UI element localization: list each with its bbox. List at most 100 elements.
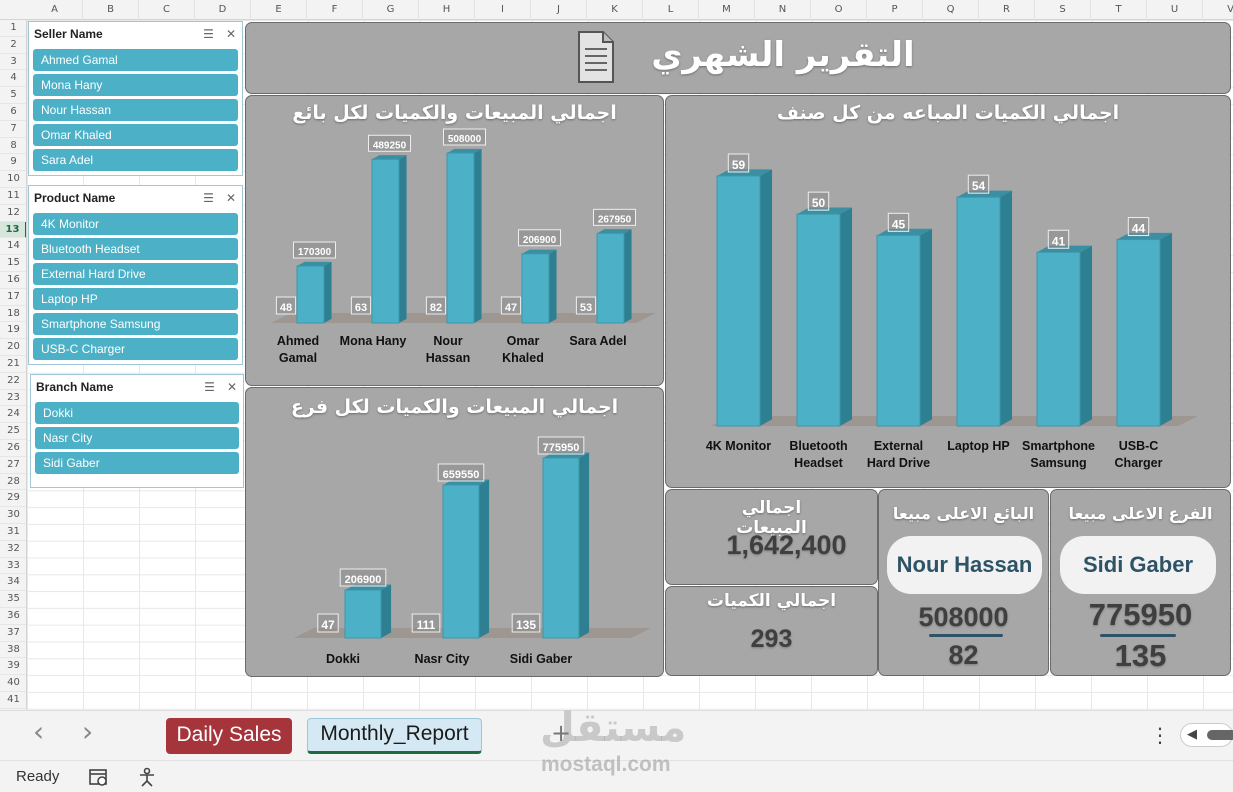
column-header-I[interactable]: I bbox=[475, 0, 531, 20]
branch-item-nasr-city[interactable]: Nasr City bbox=[35, 427, 239, 449]
branch-slicer[interactable]: Branch Name ☰ ✕ Dokki Nasr City Sidi Gaber bbox=[30, 374, 244, 488]
sellers-chart-panel[interactable]: اجمالي المبيعات والكميات لكل بائع 170300… bbox=[245, 95, 664, 386]
row-header-17[interactable]: 17 bbox=[0, 289, 26, 306]
row-header-1[interactable]: 1 bbox=[0, 20, 26, 37]
product-slicer[interactable]: Product Name ☰ ✕ 4K Monitor Bluetooth Head… bbox=[28, 185, 243, 365]
column-header-E[interactable]: E bbox=[251, 0, 307, 20]
column-header-B[interactable]: B bbox=[83, 0, 139, 20]
row-header-36[interactable]: 36 bbox=[0, 608, 26, 625]
row-header-5[interactable]: 5 bbox=[0, 87, 26, 104]
row-header-27[interactable]: 27 bbox=[0, 457, 26, 474]
seller-item-omar-khaled[interactable]: Omar Khaled bbox=[33, 124, 238, 146]
column-header-O[interactable]: O bbox=[811, 0, 867, 20]
tab-monthly-report[interactable]: Monthly_Report bbox=[307, 718, 482, 754]
column-header-R[interactable]: R bbox=[979, 0, 1035, 20]
row-header-13[interactable]: 13 bbox=[0, 221, 26, 239]
branch-item-dokki[interactable]: Dokki bbox=[35, 402, 239, 424]
column-header-P[interactable]: P bbox=[867, 0, 923, 20]
row-header-35[interactable]: 35 bbox=[0, 591, 26, 608]
scroll-left-icon[interactable]: ◀ bbox=[1187, 727, 1197, 742]
product-item-usb-c-charger[interactable]: USB-C Charger bbox=[33, 338, 238, 360]
row-header-24[interactable]: 24 bbox=[0, 406, 26, 424]
multi-select-icon[interactable]: ☰ bbox=[203, 191, 214, 205]
branches-chart-panel[interactable]: اجمالي المبيعات والكميات لكل فرع 206900 4… bbox=[245, 387, 664, 677]
row-header-33[interactable]: 33 bbox=[0, 558, 26, 575]
row-header-9[interactable]: 9 bbox=[0, 154, 26, 172]
seller-item-sara-adel[interactable]: Sara Adel bbox=[33, 149, 238, 171]
row-header-3[interactable]: 3 bbox=[0, 54, 26, 71]
clear-filter-icon[interactable]: ✕ bbox=[225, 27, 236, 41]
row-header-40[interactable]: 40 bbox=[0, 675, 26, 692]
add-sheet-icon[interactable]: + bbox=[551, 719, 572, 747]
row-header-32[interactable]: 32 bbox=[0, 541, 26, 558]
seller-slicer[interactable]: Seller Name ☰ ✕ Ahmed Gamal Mona Hany Nour … bbox=[28, 21, 243, 176]
scroll-thumb[interactable] bbox=[1207, 730, 1233, 740]
row-header-22[interactable]: 22 bbox=[0, 373, 26, 390]
row-header-38[interactable]: 38 bbox=[0, 642, 26, 659]
more-options-icon[interactable]: ⋮ bbox=[1150, 723, 1170, 747]
column-header-K[interactable]: K bbox=[587, 0, 643, 20]
row-header-4[interactable]: 4 bbox=[0, 70, 26, 88]
column-header-T[interactable]: T bbox=[1091, 0, 1147, 20]
row-header-12[interactable]: 12 bbox=[0, 205, 26, 222]
column-header-V[interactable]: V bbox=[1203, 0, 1233, 20]
column-header-A[interactable]: A bbox=[27, 0, 83, 20]
clear-filter-icon[interactable]: ✕ bbox=[225, 191, 236, 205]
row-header-34[interactable]: 34 bbox=[0, 574, 26, 592]
seller-item-mona-hany[interactable]: Mona Hany bbox=[33, 74, 238, 96]
row-header-19[interactable]: 19 bbox=[0, 322, 26, 340]
products-chart-panel[interactable]: اجمالي الكميات المباعه من كل صنف 59 4K Mo… bbox=[665, 95, 1231, 488]
product-item-4k-monitor[interactable]: 4K Monitor bbox=[33, 213, 238, 235]
tab-daily-sales[interactable]: Daily Sales bbox=[166, 718, 292, 754]
row-header-11[interactable]: 11 bbox=[0, 188, 26, 205]
macro-record-icon[interactable] bbox=[136, 766, 158, 788]
row-header-26[interactable]: 26 bbox=[0, 440, 26, 457]
clear-filter-icon[interactable]: ✕ bbox=[226, 380, 237, 394]
column-header-S[interactable]: S bbox=[1035, 0, 1091, 20]
column-header-N[interactable]: N bbox=[755, 0, 811, 20]
row-header-23[interactable]: 23 bbox=[0, 390, 26, 407]
row-header-37[interactable]: 37 bbox=[0, 625, 26, 642]
next-sheet-icon[interactable]: › bbox=[82, 715, 94, 748]
column-header-H[interactable]: H bbox=[419, 0, 475, 20]
row-header-28[interactable]: 28 bbox=[0, 474, 26, 491]
column-header-C[interactable]: C bbox=[139, 0, 195, 20]
product-item-smartphone-samsung[interactable]: Smartphone Samsung bbox=[33, 313, 238, 335]
row-header-15[interactable]: 15 bbox=[0, 255, 26, 272]
row-header-20[interactable]: 20 bbox=[0, 339, 26, 356]
accessibility-icon[interactable] bbox=[88, 768, 110, 788]
row-header-10[interactable]: 10 bbox=[0, 171, 26, 188]
row-header-6[interactable]: 6 bbox=[0, 104, 26, 121]
row-header-2[interactable]: 2 bbox=[0, 37, 26, 54]
column-header-G[interactable]: G bbox=[363, 0, 419, 20]
seller-item-ahmed-gamal[interactable]: Ahmed Gamal bbox=[33, 49, 238, 71]
column-header-L[interactable]: L bbox=[643, 0, 699, 20]
row-header-21[interactable]: 21 bbox=[0, 356, 26, 373]
row-header-30[interactable]: 30 bbox=[0, 507, 26, 524]
column-header-Q[interactable]: Q bbox=[923, 0, 979, 20]
column-header-U[interactable]: U bbox=[1147, 0, 1203, 20]
row-header-41[interactable]: 41 bbox=[0, 692, 26, 709]
row-header-8[interactable]: 8 bbox=[0, 138, 26, 155]
row-header-7[interactable]: 7 bbox=[0, 121, 26, 138]
column-header-F[interactable]: F bbox=[307, 0, 363, 20]
row-header-14[interactable]: 14 bbox=[0, 238, 26, 256]
column-header-D[interactable]: D bbox=[195, 0, 251, 20]
row-header-39[interactable]: 39 bbox=[0, 658, 26, 676]
row-header-16[interactable]: 16 bbox=[0, 272, 26, 289]
column-header-M[interactable]: M bbox=[699, 0, 755, 20]
row-header-31[interactable]: 31 bbox=[0, 524, 26, 541]
product-item-laptop-hp[interactable]: Laptop HP bbox=[33, 288, 238, 310]
multi-select-icon[interactable]: ☰ bbox=[203, 27, 214, 41]
branch-item-sidi-gaber[interactable]: Sidi Gaber bbox=[35, 452, 239, 474]
row-header-25[interactable]: 25 bbox=[0, 423, 26, 440]
product-item-bluetooth-headset[interactable]: Bluetooth Headset bbox=[33, 238, 238, 260]
product-item-external-hard-drive[interactable]: External Hard Drive bbox=[33, 263, 238, 285]
row-header-29[interactable]: 29 bbox=[0, 490, 26, 508]
multi-select-icon[interactable]: ☰ bbox=[204, 380, 215, 394]
prev-sheet-icon[interactable]: ‹ bbox=[33, 715, 45, 748]
row-header-18[interactable]: 18 bbox=[0, 306, 26, 323]
column-header-J[interactable]: J bbox=[531, 0, 587, 20]
seller-item-nour-hassan[interactable]: Nour Hassan bbox=[33, 99, 238, 121]
horizontal-scrollbar[interactable]: ◀ bbox=[1180, 723, 1233, 747]
